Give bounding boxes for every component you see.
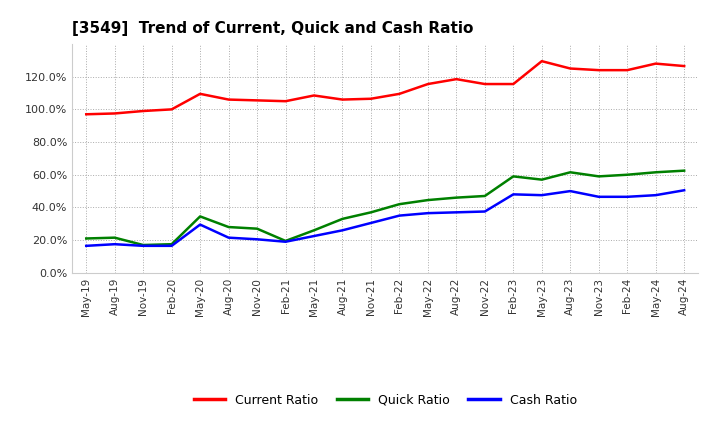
Current Ratio <box>566 66 575 71</box>
Cash Ratio <box>110 242 119 247</box>
Cash Ratio <box>167 243 176 249</box>
Quick Ratio <box>537 177 546 182</box>
Cash Ratio <box>338 227 347 233</box>
Current Ratio <box>452 77 461 82</box>
Current Ratio <box>680 63 688 69</box>
Legend: Current Ratio, Quick Ratio, Cash Ratio: Current Ratio, Quick Ratio, Cash Ratio <box>189 389 582 412</box>
Cash Ratio <box>423 210 432 216</box>
Current Ratio <box>82 112 91 117</box>
Quick Ratio <box>395 202 404 207</box>
Quick Ratio <box>196 214 204 219</box>
Current Ratio <box>225 97 233 102</box>
Quick Ratio <box>310 227 318 233</box>
Cash Ratio <box>480 209 489 214</box>
Cash Ratio <box>395 213 404 218</box>
Line: Cash Ratio: Cash Ratio <box>86 190 684 246</box>
Cash Ratio <box>366 220 375 226</box>
Cash Ratio <box>82 243 91 249</box>
Quick Ratio <box>225 224 233 230</box>
Quick Ratio <box>253 226 261 231</box>
Quick Ratio <box>452 195 461 200</box>
Cash Ratio <box>680 187 688 193</box>
Current Ratio <box>110 111 119 116</box>
Current Ratio <box>167 107 176 112</box>
Quick Ratio <box>423 198 432 203</box>
Current Ratio <box>509 81 518 87</box>
Quick Ratio <box>338 216 347 221</box>
Quick Ratio <box>282 238 290 244</box>
Current Ratio <box>338 97 347 102</box>
Current Ratio <box>196 91 204 96</box>
Line: Current Ratio: Current Ratio <box>86 61 684 114</box>
Quick Ratio <box>167 242 176 247</box>
Current Ratio <box>623 67 631 73</box>
Quick Ratio <box>595 174 603 179</box>
Current Ratio <box>480 81 489 87</box>
Current Ratio <box>395 91 404 96</box>
Current Ratio <box>537 59 546 64</box>
Current Ratio <box>253 98 261 103</box>
Current Ratio <box>423 81 432 87</box>
Text: [3549]  Trend of Current, Quick and Cash Ratio: [3549] Trend of Current, Quick and Cash … <box>72 21 473 36</box>
Current Ratio <box>139 108 148 114</box>
Quick Ratio <box>82 236 91 241</box>
Quick Ratio <box>680 168 688 173</box>
Cash Ratio <box>652 193 660 198</box>
Quick Ratio <box>652 170 660 175</box>
Current Ratio <box>282 99 290 104</box>
Cash Ratio <box>196 222 204 227</box>
Cash Ratio <box>537 193 546 198</box>
Quick Ratio <box>509 174 518 179</box>
Line: Quick Ratio: Quick Ratio <box>86 171 684 245</box>
Quick Ratio <box>480 193 489 198</box>
Cash Ratio <box>310 233 318 238</box>
Quick Ratio <box>566 170 575 175</box>
Quick Ratio <box>366 210 375 215</box>
Quick Ratio <box>110 235 119 240</box>
Cash Ratio <box>566 188 575 194</box>
Quick Ratio <box>623 172 631 177</box>
Current Ratio <box>595 67 603 73</box>
Quick Ratio <box>139 242 148 248</box>
Cash Ratio <box>225 235 233 240</box>
Cash Ratio <box>595 194 603 199</box>
Cash Ratio <box>282 239 290 244</box>
Current Ratio <box>366 96 375 101</box>
Cash Ratio <box>623 194 631 199</box>
Cash Ratio <box>253 237 261 242</box>
Cash Ratio <box>452 210 461 215</box>
Cash Ratio <box>509 192 518 197</box>
Cash Ratio <box>139 243 148 249</box>
Current Ratio <box>310 93 318 98</box>
Current Ratio <box>652 61 660 66</box>
